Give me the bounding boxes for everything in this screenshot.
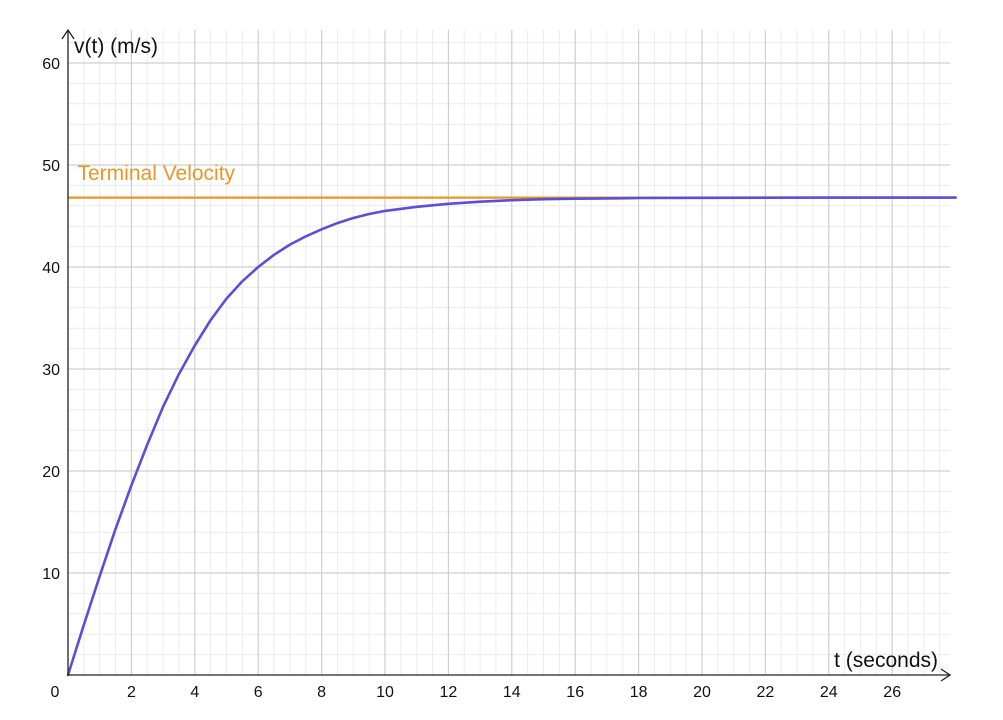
terminal-velocity-label: Terminal Velocity [78, 162, 236, 185]
y-tick-label: 30 [42, 362, 60, 379]
x-tick-label: 26 [883, 684, 901, 701]
x-axis-title: t (seconds) [834, 649, 938, 672]
x-tick-label: 10 [376, 684, 394, 701]
x-tick-label: 20 [693, 684, 711, 701]
x-tick-label: 24 [820, 684, 838, 701]
y-axis-arrow-icon [61, 28, 75, 40]
y-tick-label: 20 [42, 464, 60, 481]
y-axis-title: v(t) (m/s) [74, 35, 158, 58]
x-axis-arrow-icon [940, 668, 952, 682]
y-tick-label: 50 [42, 158, 60, 175]
annotations: Terminal Velocity [78, 162, 236, 185]
series-layer [66, 196, 957, 677]
y-tick-label: 10 [42, 566, 60, 583]
x-tick-label: 14 [503, 684, 521, 701]
x-tick-label: 18 [630, 684, 648, 701]
x-tick-label: 6 [254, 684, 263, 701]
axes [61, 28, 952, 682]
origin-label: 0 [51, 684, 60, 701]
minor-gridlines [68, 30, 950, 675]
x-tick-label: 2 [127, 684, 136, 701]
x-tick-label: 22 [757, 684, 775, 701]
y-tick-label: 60 [42, 56, 60, 73]
y-tick-label: 40 [42, 260, 60, 277]
x-tick-label: 8 [317, 684, 326, 701]
x-tick-label: 4 [190, 684, 199, 701]
x-tick-label: 16 [566, 684, 584, 701]
major-gridlines [68, 30, 950, 675]
velocity-curve [66, 196, 957, 677]
x-tick-label: 12 [440, 684, 458, 701]
